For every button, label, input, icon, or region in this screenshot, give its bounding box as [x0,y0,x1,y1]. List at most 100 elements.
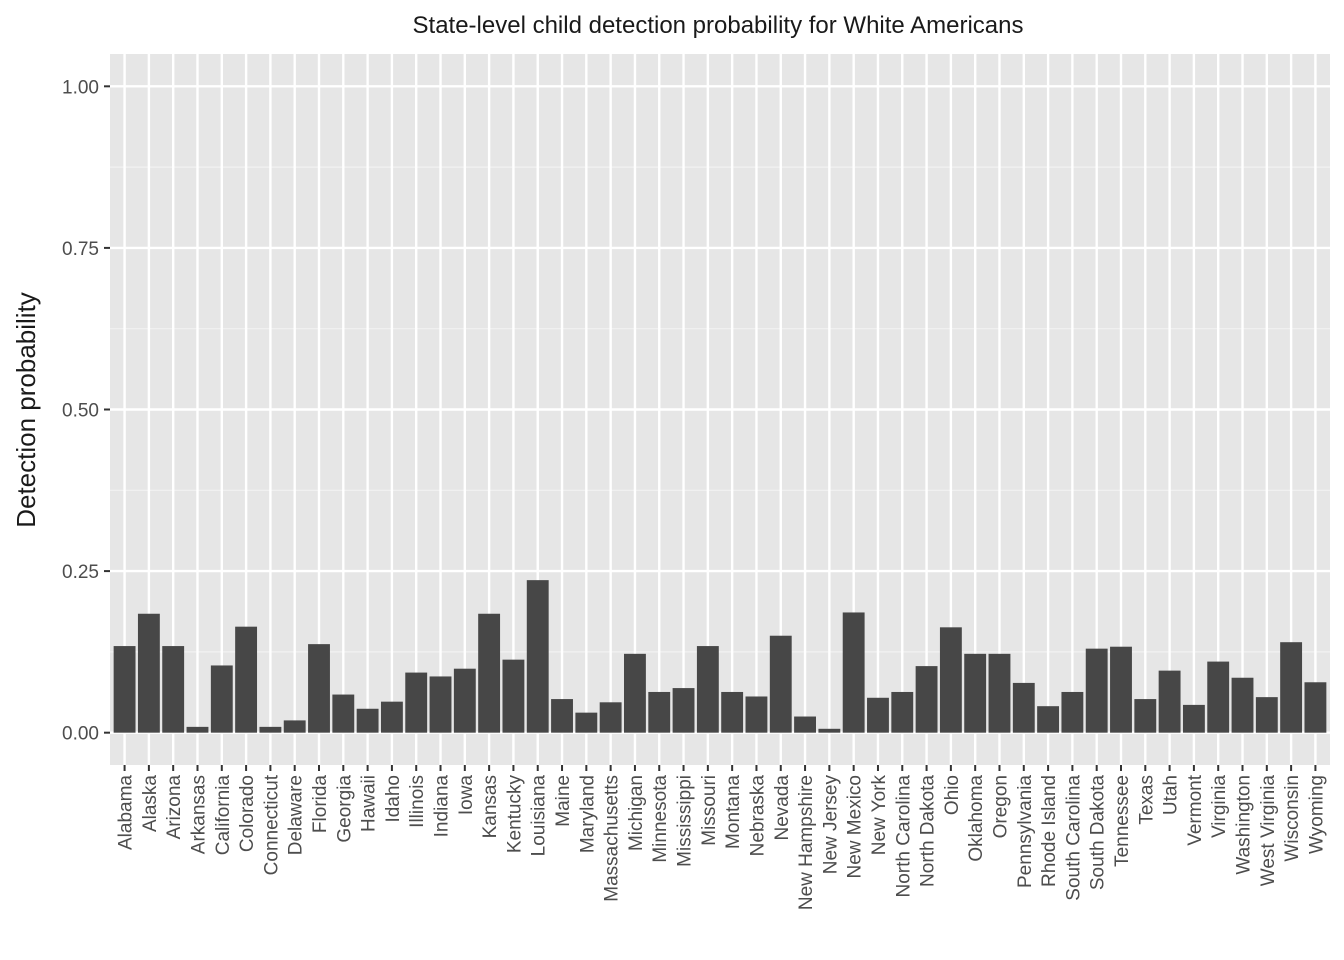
x-tick-label: Oregon [990,775,1011,838]
x-tick-label: Utah [1161,775,1182,815]
x-tick-label: New Jersey [820,775,841,875]
bar-indiana [429,676,452,733]
bar-virginia [1207,661,1230,733]
bar-illinois [405,672,428,733]
bar-pennsylvania [1012,682,1035,733]
x-tick-label: Minnesota [650,775,671,863]
y-tick-label: 1.00 [62,77,99,98]
x-tick-label: New York [869,775,890,856]
bar-vermont [1182,704,1205,733]
bar-ohio [939,627,962,733]
bar-oregon [988,653,1011,733]
x-tick-label: Colorado [237,775,258,852]
x-tick-label: Connecticut [261,774,282,875]
bar-massachusetts [599,702,622,733]
bar-arkansas [186,726,209,733]
y-tick-label: 0.00 [62,724,99,745]
bar-iowa [453,668,476,733]
y-tick-label: 0.25 [62,562,99,583]
x-tick-label: Mississippi [675,775,696,867]
x-tick-label: Rhode Island [1039,775,1060,887]
y-tick-label: 0.50 [62,401,99,422]
x-tick-label: Washington [1234,775,1255,875]
x-tick-label: Arizona [164,775,185,840]
bar-maine [551,699,573,733]
bar-tennessee [1110,646,1132,733]
bar-nevada [769,635,792,733]
x-tick-label: Maryland [577,775,598,853]
bar-connecticut [259,726,282,733]
x-tick-label: Georgia [334,775,355,843]
bar-wyoming [1304,682,1327,733]
bar-west-virginia [1255,697,1278,733]
bar-louisiana [526,580,549,733]
bar-delaware [283,720,306,733]
y-axis-label: Detection probability [11,292,41,528]
bar-maryland [575,712,598,733]
bar-north-carolina [891,691,914,733]
x-tick-label: Oklahoma [966,775,987,862]
x-tick-label: Missouri [699,775,720,846]
x-tick-label: Alaska [140,775,161,832]
x-tick-label: Delaware [286,775,307,855]
x-tick-label: Vermont [1185,774,1206,845]
x-tick-label: Florida [310,775,331,834]
bar-california [210,665,233,733]
x-tick-label: Massachusetts [602,775,623,902]
x-tick-label: Pennsylvania [1015,775,1036,888]
x-tick-label: Illinois [407,775,428,828]
y-axis: 0.00 0.25 0.50 0.75 1.00 [62,77,110,745]
bar-alabama [113,646,136,733]
bar-georgia [332,694,355,733]
x-tick-label: Nebraska [747,775,768,857]
x-tick-label: South Dakota [1088,775,1109,891]
x-tick-label: New Mexico [845,775,866,878]
bar-michigan [624,653,646,733]
x-tick-label: Iowa [456,775,477,816]
x-tick-label: Kansas [480,775,501,838]
bar-kentucky [502,659,525,733]
bar-hawaii [356,708,379,733]
x-tick-label: Arkansas [188,775,209,854]
x-tick-label: Wisconsin [1282,775,1303,862]
x-tick-label: Wyoming [1306,775,1327,854]
bar-oklahoma [964,653,987,733]
bar-north-dakota [915,666,938,733]
chart-title: State-level child detection probability … [413,12,1024,39]
x-tick-label: Hawaii [359,775,380,832]
bar-utah [1158,670,1181,733]
bar-minnesota [648,691,671,733]
x-tick-label: California [213,775,234,856]
x-tick-label: Virginia [1209,775,1230,838]
x-tick-label: Louisiana [529,775,550,857]
bar-arizona [162,646,185,733]
x-tick-label: Alabama [116,775,137,850]
x-axis: Alabama Alaska Arizona Arkansas California Co… [116,765,1327,910]
bar-idaho [380,701,403,733]
bar-missouri [696,646,719,733]
x-tick-label: Michigan [626,775,647,851]
x-tick-label: Idaho [383,775,404,823]
x-tick-label: South Carolina [1063,775,1084,901]
bars [113,580,1327,733]
bar-rhode-island [1037,706,1060,733]
y-tick-label: 0.75 [62,239,99,260]
x-tick-label: Texas [1136,775,1157,825]
bar-south-carolina [1061,691,1084,733]
x-tick-label: Tennessee [1112,775,1133,867]
bar-texas [1134,699,1157,733]
x-tick-label: Montana [723,775,744,849]
bar-alaska [137,613,160,733]
x-tick-label: New Hampshire [796,775,817,910]
x-tick-label: North Dakota [918,775,939,887]
x-tick-label: North Carolina [893,775,914,898]
bar-mississippi [672,688,695,733]
bar-new-york [867,697,889,733]
bar-new-mexico [842,612,865,733]
bar-south-dakota [1085,648,1108,733]
x-tick-label: Kentucky [504,775,525,854]
bar-montana [721,691,744,733]
bar-new-hampshire [794,716,816,733]
x-tick-label: Maine [553,775,574,827]
